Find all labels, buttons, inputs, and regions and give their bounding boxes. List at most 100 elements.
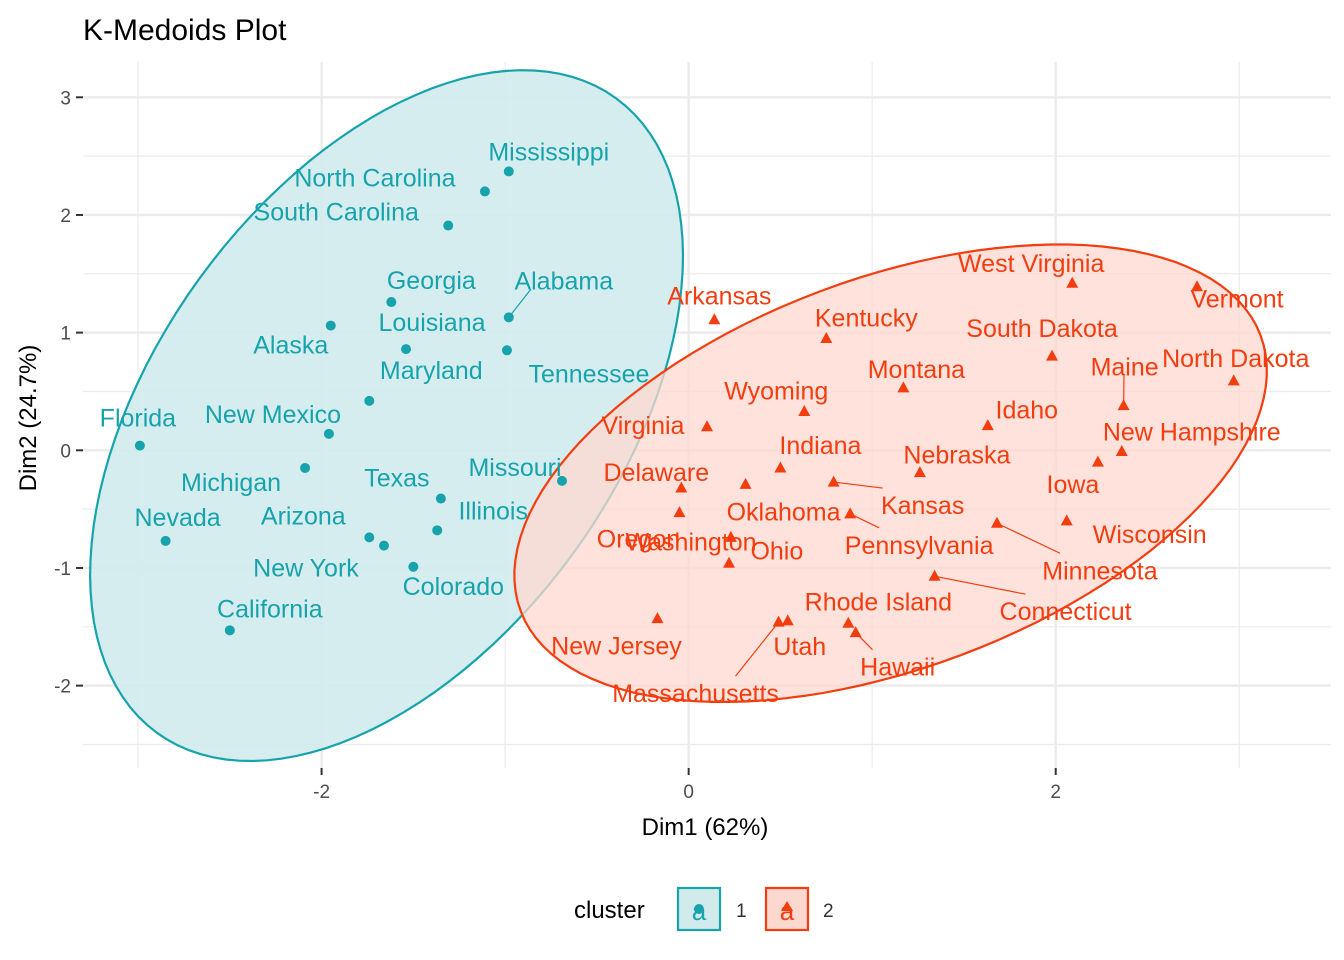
label-georgia: Georgia <box>387 267 476 295</box>
data-points <box>134 166 1240 638</box>
label-montana: Montana <box>868 356 965 384</box>
point-rhode-island <box>842 616 855 628</box>
leader-connecticut <box>934 575 1026 595</box>
label-utah: Utah <box>773 633 826 661</box>
point-illinois <box>432 525 443 536</box>
label-oregon: Oregon <box>597 526 680 554</box>
point-california <box>224 625 235 636</box>
point-louisiana <box>401 344 412 355</box>
point-new-mexico <box>323 428 334 439</box>
point-maine <box>1117 399 1130 411</box>
y-tick-label: 3 <box>60 88 71 109</box>
point-georgia <box>386 297 397 308</box>
label-idaho: Idaho <box>996 397 1059 425</box>
point-indiana <box>774 461 787 473</box>
label-minnesota: Minnesota <box>1042 557 1157 585</box>
label-wyoming: Wyoming <box>724 377 828 405</box>
label-michigan: Michigan <box>181 469 281 497</box>
point-nebraska <box>913 466 926 478</box>
point-south-dakota <box>1046 349 1059 361</box>
label-west-virginia: West Virginia <box>958 250 1104 278</box>
point-massachusetts <box>772 615 785 627</box>
point-nevada <box>160 535 171 546</box>
point-maryland <box>364 395 375 406</box>
label-indiana: Indiana <box>779 432 861 460</box>
point-oklahoma <box>739 477 752 489</box>
label-kansas: Kansas <box>881 492 964 520</box>
point-mississippi <box>503 166 514 177</box>
legend-key-cluster-1: a <box>676 886 722 932</box>
leader-minnesota <box>996 522 1061 554</box>
point-arkansas <box>708 313 721 325</box>
point-idaho <box>981 419 994 431</box>
label-maryland: Maryland <box>380 357 483 385</box>
y-tick-label: 0 <box>60 441 71 462</box>
x-tick-label: 2 <box>1050 782 1061 803</box>
label-pennsylvania: Pennsylvania <box>845 532 994 560</box>
point-north-dakota <box>1227 374 1240 386</box>
label-north-carolina: North Carolina <box>294 164 455 192</box>
x-tick-label: -2 <box>313 782 330 803</box>
label-iowa: Iowa <box>1047 471 1100 499</box>
label-louisiana: Louisiana <box>378 309 485 337</box>
point-texas <box>435 493 446 504</box>
label-kentucky: Kentucky <box>815 305 918 333</box>
label-alabama: Alabama <box>514 267 613 295</box>
legend-key-cluster-2: a <box>764 886 810 932</box>
leader-alabama <box>508 288 532 318</box>
point-tennessee <box>501 345 512 356</box>
point-missouri <box>557 475 568 486</box>
point-kansas <box>827 475 840 487</box>
leader-kansas <box>833 481 883 489</box>
label-rhode-island: Rhode Island <box>805 588 952 616</box>
label-vermont: Vermont <box>1190 286 1283 314</box>
point-pennsylvania <box>844 507 857 519</box>
point-alaska <box>325 320 336 331</box>
point-ohio <box>724 530 737 542</box>
point-alabama <box>503 312 514 323</box>
point-virginia <box>701 420 713 432</box>
y-tick-label: -1 <box>54 559 71 580</box>
legend-title: cluster <box>574 897 645 924</box>
label-illinois: Illinois <box>458 497 527 525</box>
point-wyoming <box>798 404 811 416</box>
label-washington: Washington <box>625 528 756 556</box>
point-washington <box>723 556 736 568</box>
legend-marker <box>781 901 793 911</box>
legend: cluster a 1 a 2 <box>574 886 834 932</box>
point-utah <box>781 614 794 626</box>
label-virginia: Virginia <box>602 412 685 440</box>
label-nebraska: Nebraska <box>903 442 1010 470</box>
label-north-dakota: North Dakota <box>1162 345 1309 373</box>
label-florida: Florida <box>100 405 177 433</box>
point-iowa <box>1091 455 1104 467</box>
point-south-carolina <box>443 220 454 231</box>
point-new-jersey <box>651 612 664 624</box>
chart-title: K-Medoids Plot <box>83 14 287 47</box>
label-colorado: Colorado <box>403 573 504 601</box>
point-hawaii <box>849 626 862 638</box>
point-west-virginia <box>1066 276 1079 288</box>
label-new-jersey: New Jersey <box>551 633 682 661</box>
label-arizona: Arizona <box>261 502 346 530</box>
label-new-mexico: New Mexico <box>205 401 341 429</box>
cluster-ellipses <box>88 69 1268 763</box>
legend-marker <box>694 904 704 914</box>
point-vermont <box>1191 280 1204 292</box>
y-axis-title: Dim2 (24.7%) <box>15 345 42 492</box>
label-arkansas: Arkansas <box>667 283 771 311</box>
leader-massachusetts <box>735 621 780 677</box>
label-south-carolina: South Carolina <box>254 199 419 227</box>
point-kentucky <box>820 332 833 344</box>
label-nevada: Nevada <box>135 504 221 532</box>
label-oklahoma: Oklahoma <box>727 498 841 526</box>
point-michigan <box>300 462 311 473</box>
label-maine: Maine <box>1091 354 1159 382</box>
point-arizona <box>364 532 375 543</box>
label-new-hampshire: New Hampshire <box>1103 418 1281 446</box>
label-mississippi: Mississippi <box>488 138 609 166</box>
label-tennessee: Tennessee <box>528 360 649 388</box>
x-tick-label: 0 <box>683 782 694 803</box>
point-colorado <box>408 561 419 572</box>
